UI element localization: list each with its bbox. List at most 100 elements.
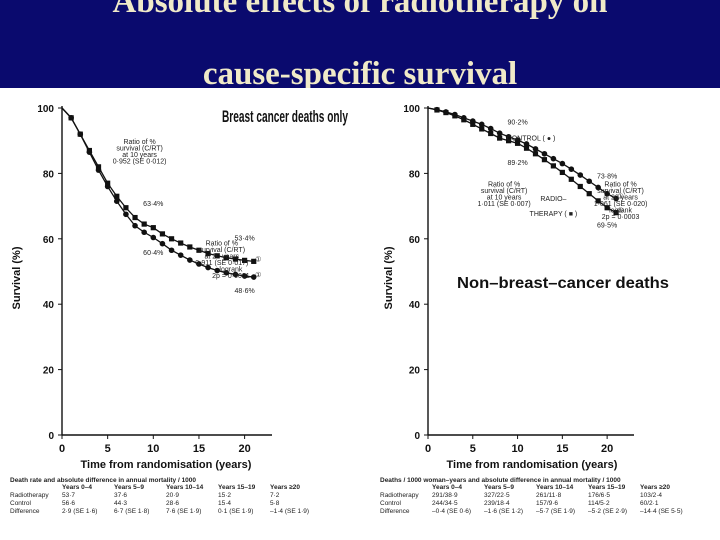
annotation-text: Ratio of % [123,139,155,146]
data-point-square [568,176,574,182]
data-point-circle [150,234,157,241]
table-cell: 6·7 (SE 1·8) [114,508,150,515]
death-rate-table: Death rate and absolute difference in an… [10,477,322,516]
table-column-header: Years 10–14 [536,484,574,491]
data-point-circle [113,198,120,204]
chart-breast-cancer-deaths: 0 20 40 60 80 100 0 5 10 15 20 Time from randomisat… [11,104,348,471]
table-row: Control 56·6 44·3 28·6 15·4 5·8 [10,500,322,508]
table-row-label: Radiotherapy [380,492,419,499]
annotation-text: at 10 years [122,152,157,159]
table-cell: 15·4 [218,500,232,507]
table-cell: 261/11·8 [536,492,562,499]
table-header-spacer [380,484,432,492]
table-cell: 2·9 (SE 1·6) [62,508,98,515]
annotation-text: 2p = 0·0001 [212,273,250,280]
y-tick-label: 40 [409,300,421,311]
annotation-text: Ratio of % [206,240,238,247]
annotation-text: survival (C/RT) [481,188,528,195]
y-tick-label: 60 [409,235,421,246]
annotation-text: 1·011 (SE 0·007) [478,201,531,208]
annotation-text: at 20 years [603,195,638,202]
slide-title-line1: Absolute effects of radiotherapy on [112,0,608,20]
annotation-text: Ratio of % [488,181,520,188]
x-tick-label: 10 [147,443,159,455]
data-point-square [196,247,202,253]
data-point-square [461,117,467,123]
annotation-text: RADIO– [540,196,566,203]
data-point-square [168,236,175,242]
chart-panel-non-breast-cancer: 0 20 40 60 80 100 0 5 10 15 20 Time from randomisat… [362,88,720,540]
data-point-square [105,180,111,186]
data-point-circle [177,252,184,258]
data-point-circle [232,271,239,278]
data-point-circle [586,178,593,185]
table-column-header: Years 15–19 [218,484,256,491]
data-point-square [205,250,211,257]
annotation-text: logrank [609,208,632,215]
table-column-header: Years 5–9 [114,484,145,491]
annotation-text: 89·2% [507,160,527,167]
series-line-1 [61,107,254,278]
annotation-text: ① [617,193,623,201]
data-point-square [132,214,138,221]
data-point-square [488,130,494,137]
data-point-square [178,240,184,246]
table-column-header: Years 10–14 [166,484,204,491]
data-point-circle [132,222,138,229]
y-tick-label: 100 [403,104,420,115]
annotation-text: 48·6% [234,288,254,295]
annotation-text: 60·4% [143,250,163,257]
data-point-circle [559,160,566,167]
x-tick-label: 15 [193,443,205,455]
annotation-text: 53·4% [234,235,254,242]
table-column-header: Years 15–19 [588,484,626,491]
annotation-text: ① [617,207,623,215]
data-point-circle [68,115,74,121]
table-header-row: Years 0–4 Years 5–9 Years 10–14 Years 15–19… [10,484,322,492]
chart-panel-breast-cancer: 0 20 40 60 80 100 0 5 10 15 20 Time from randomisat… [0,88,362,540]
x-axis-label: Time from randomisation (years) [447,459,618,471]
data-point-circle [532,146,539,152]
table-cell: 56·6 [62,500,76,507]
data-point-square [232,256,239,262]
series-line-1 [427,107,617,214]
data-point-circle [86,149,93,155]
table-row-label: Difference [380,508,410,515]
data-point-circle [478,121,485,128]
data-point-square [479,126,485,132]
table-heading: Death rate and absolute difference in an… [10,477,197,484]
data-point-square [123,205,129,211]
data-point-circle [104,183,111,190]
slide-title-line2: cause-specific survival [202,56,518,92]
annotation-text: 69·5% [597,222,617,229]
annotation-text: 0·952 (SE 0·012) [113,159,167,166]
data-point-circle [604,190,610,197]
data-point-square [470,121,476,127]
table-cell: 103/2·4 [640,492,663,499]
table-cell: 327/22·5 [484,492,510,499]
data-point-square [613,210,619,216]
data-point-circle [541,150,548,157]
data-point-square [452,113,458,119]
table-column-header: Years ≥20 [640,484,670,491]
data-point-circle [77,131,84,137]
data-point-square [187,244,193,250]
y-tick-label: 100 [37,104,54,115]
table-cell: 28·6 [166,500,180,507]
data-point-square [214,253,220,259]
table-header-row: Years 0–4 Years 5–9 Years 10–14 Years 15–19… [380,484,692,492]
data-point-circle [95,167,102,173]
table-cell: 7·6 (SE 1·9) [166,508,202,515]
annotation-text: ① [255,271,261,279]
table-row-label: Control [10,500,31,507]
y-tick-label: 80 [43,169,55,180]
data-point-square [242,257,248,263]
table-row: Control 244/34·5 239/18·4 157/9·6 114/5·2 60/… [380,500,692,508]
chart-non-breast-cancer-deaths: 0 20 40 60 80 100 0 5 10 15 20 Time from randomisat… [383,104,669,471]
deaths-per-woman-years-table: Deaths / 1000 woman–years and absolute d… [380,477,692,516]
x-tick-label: 15 [556,443,568,455]
annotation-text: 2p = 0·0003 [602,214,640,221]
table-cell: 44·3 [114,500,128,507]
table-column-header: Years 0–4 [62,484,93,491]
annotation-text: 1·061 (SE 0·020) [594,201,648,208]
